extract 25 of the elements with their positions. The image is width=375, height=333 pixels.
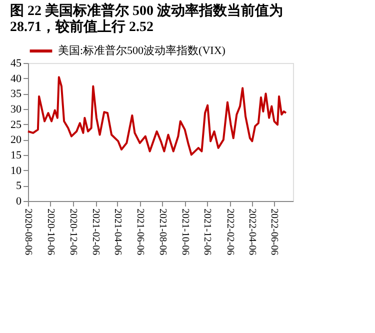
x-tick-label: 2020-08-06: [22, 208, 34, 256]
y-tick-label: 15: [10, 150, 22, 162]
x-tick-label: 2021-12-06: [202, 208, 213, 256]
x-tick-label: 2021-04-06: [112, 208, 123, 256]
y-tick-label: 40: [10, 72, 22, 85]
y-tick-label: 25: [10, 118, 22, 131]
x-tick-label: 2020-10-06: [44, 208, 56, 256]
legend-label: 美国:标准普尔500波动率指数(VIX): [58, 44, 226, 57]
y-tick-label: 20: [10, 134, 22, 146]
chart-title: 图 22 美国标准普尔 500 波动率指数当前值为 28.71，较前值上行 2.52: [10, 2, 283, 35]
y-tick-label: 45: [10, 58, 22, 70]
y-tick-label: 0: [16, 196, 22, 208]
y-tick-label: 30: [10, 104, 22, 116]
x-tick-label: 2021-02-06: [90, 208, 102, 256]
x-tick-label: 2021-06-06: [134, 208, 146, 256]
line-series: [27, 76, 288, 156]
y-tick-label: 10: [10, 164, 22, 177]
x-tick-label: 2022-06-06: [268, 208, 280, 256]
y-tick-label: 5: [16, 180, 22, 192]
x-tick-label: 2020-12-06: [67, 208, 78, 256]
y-tick-label: 35: [10, 88, 22, 100]
x-tick-label: 2022-04-06: [246, 208, 258, 256]
x-tick-label: 2021-10-06: [179, 208, 190, 256]
x-tick-label: 2021-08-06: [156, 208, 168, 256]
x-tick-label: 2022-02-06: [224, 208, 236, 256]
